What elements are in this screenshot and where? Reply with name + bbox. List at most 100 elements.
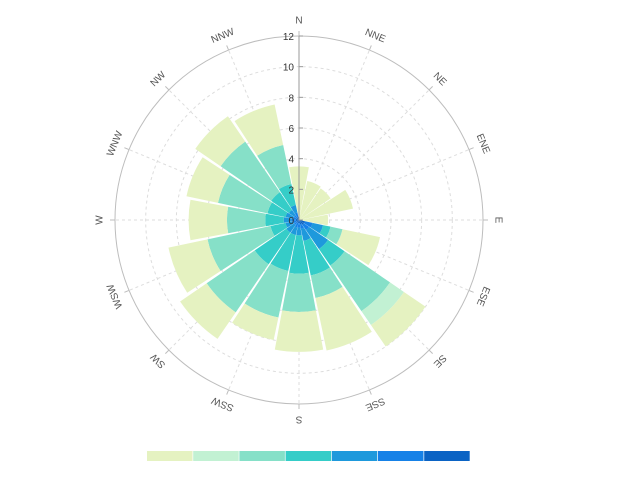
wind-bars bbox=[168, 104, 426, 352]
wind-bar-nnw-bin-5 bbox=[290, 204, 298, 214]
wind-bar-nw-bin-5 bbox=[288, 209, 296, 217]
radial-tick-label: 0 bbox=[288, 216, 294, 227]
wind-bar-sw-bin-3 bbox=[206, 250, 269, 313]
wind-bar-nw-bin-3 bbox=[220, 141, 280, 201]
outer-tick bbox=[368, 389, 372, 395]
outer-tick bbox=[468, 147, 474, 151]
wind-bar-s-bin-4 bbox=[289, 235, 309, 274]
radial-tick-label: 4 bbox=[288, 155, 294, 166]
wind-bar-ssw-bin-4 bbox=[270, 232, 296, 272]
wind-bar-sse-bin-5 bbox=[300, 227, 311, 242]
legend-swatch-1[interactable] bbox=[147, 451, 193, 461]
wind-bar-s-bin-6 bbox=[297, 223, 301, 228]
wind-bar-s-bin-3 bbox=[282, 272, 316, 313]
wind-bar-sse-bin-6 bbox=[299, 223, 305, 230]
wind-bar-ese-bin-7 bbox=[299, 220, 306, 224]
wind-bar-nw-bin-6 bbox=[293, 214, 298, 219]
wind-bar-wsw-bin-6 bbox=[292, 220, 297, 224]
wind-bar-wsw-bin-4 bbox=[270, 222, 288, 236]
wind-bar-wnw-bin-5 bbox=[285, 212, 294, 219]
wind-bar-w-bin-3 bbox=[226, 206, 266, 234]
wind-bar-ese-bin-6 bbox=[304, 221, 313, 228]
legend-swatch-3[interactable] bbox=[239, 451, 285, 461]
legend-swatch-7[interactable] bbox=[424, 451, 470, 461]
wind-bar-wnw-bin-6 bbox=[292, 216, 297, 220]
wind-bar-s-bin-5 bbox=[296, 227, 302, 236]
radial-tick-label: 10 bbox=[283, 63, 295, 74]
wind-bar-nnw-bin-1 bbox=[234, 104, 284, 156]
legend-swatch-6[interactable] bbox=[378, 451, 424, 461]
wind-bar-sse-bin-1 bbox=[315, 286, 372, 351]
wind-bar-wsw-bin-5 bbox=[285, 221, 294, 228]
wind-bar-ese-bin-4 bbox=[319, 225, 331, 238]
wind-bar-wsw-bin-3 bbox=[207, 226, 275, 272]
wind-bar-ssw-bin-5 bbox=[290, 226, 298, 236]
wind-bar-sse-bin-7 bbox=[299, 220, 302, 225]
legend-swatch-4[interactable] bbox=[285, 451, 332, 461]
wind-bar-wnw-bin-3 bbox=[217, 174, 273, 214]
outer-tick bbox=[226, 45, 230, 51]
radial-axis: 0 2 4 6 8 10 12 bbox=[283, 32, 303, 227]
wind-bar-wnw-bin-4 bbox=[267, 202, 288, 218]
wind-bar-w-bin-5 bbox=[283, 217, 292, 223]
wind-bar-sw-bin-6 bbox=[293, 221, 298, 226]
wind-bar-nnw-bin-4 bbox=[278, 183, 296, 208]
wind-bar-s-bin-1 bbox=[274, 310, 324, 352]
direction-label-ne: NE bbox=[431, 71, 449, 89]
wind-bar-se-bin-6 bbox=[302, 223, 310, 231]
wind-bar-nnw-bin-6 bbox=[294, 212, 299, 218]
outer-tick bbox=[368, 45, 372, 51]
direction-label-sw: SW bbox=[148, 351, 168, 371]
wind-bar-ne-bin-1 bbox=[299, 188, 331, 220]
wind-bar-wsw-bin-7 bbox=[295, 220, 299, 222]
radial-tick-label: 6 bbox=[288, 124, 294, 135]
wind-bar-nw-bin-7 bbox=[296, 217, 299, 220]
direction-label-wnw: WNW bbox=[105, 129, 125, 158]
radial-tick-label: 2 bbox=[288, 185, 294, 196]
outer-tick bbox=[428, 349, 433, 354]
direction-label-ssw: SSW bbox=[210, 394, 236, 413]
wind-bar-se-bin-2 bbox=[361, 282, 404, 325]
wind-bar-s-bin-7 bbox=[298, 220, 300, 224]
radial-tick-label: 8 bbox=[288, 93, 294, 104]
outer-tick bbox=[468, 289, 474, 293]
wind-bar-nne-bin-1 bbox=[299, 180, 321, 219]
outer-tick bbox=[165, 349, 170, 354]
wind-bar-w-bin-4 bbox=[265, 213, 284, 227]
direction-label-nne: NNE bbox=[363, 27, 387, 45]
wind-bar-e-bin-1 bbox=[299, 214, 329, 226]
wind-bar-ssw-bin-3 bbox=[244, 263, 289, 318]
wind-bar-wnw-bin-7 bbox=[295, 218, 299, 220]
direction-label-wsw: WSW bbox=[105, 282, 125, 310]
direction-label-s: S bbox=[295, 413, 302, 424]
wind-bar-w-bin-7 bbox=[295, 219, 299, 221]
wind-bar-ssw-bin-1 bbox=[232, 303, 279, 341]
wind-bar-ese-bin-1 bbox=[336, 229, 381, 266]
radial-tick-label: 12 bbox=[283, 32, 295, 43]
direction-label-w: W bbox=[95, 215, 106, 225]
direction-label-nnw: NNW bbox=[210, 26, 237, 46]
outer-tick bbox=[226, 389, 230, 395]
legend-swatch-5[interactable] bbox=[331, 451, 378, 461]
direction-label-ene: ENE bbox=[474, 132, 492, 156]
wind-bar-sse-bin-3 bbox=[310, 267, 343, 299]
outer-tick bbox=[428, 86, 433, 91]
legend bbox=[147, 451, 470, 461]
wind-bar-nw-bin-1 bbox=[195, 116, 246, 167]
legend-swatch-2[interactable] bbox=[193, 451, 239, 461]
wind-bar-se-bin-5 bbox=[305, 226, 329, 250]
wind-bar-ene-bin-1 bbox=[299, 189, 354, 220]
direction-label-se: SE bbox=[431, 352, 448, 369]
outer-tick bbox=[124, 289, 130, 293]
outer-tick bbox=[165, 86, 170, 91]
direction-label-n: N bbox=[295, 16, 302, 27]
wind-bar-sw-bin-7 bbox=[296, 220, 299, 223]
direction-label-ese: ESE bbox=[474, 285, 492, 308]
wind-bar-wnw-bin-1 bbox=[186, 157, 230, 203]
outer-tick bbox=[124, 147, 130, 151]
wind-bar-w-bin-1 bbox=[188, 199, 229, 241]
wind-bar-se-bin-7 bbox=[299, 220, 305, 226]
wind-bar-se-bin-1 bbox=[370, 291, 426, 347]
direction-label-e: E bbox=[492, 217, 503, 224]
wind-bar-wsw-bin-1 bbox=[168, 239, 221, 293]
